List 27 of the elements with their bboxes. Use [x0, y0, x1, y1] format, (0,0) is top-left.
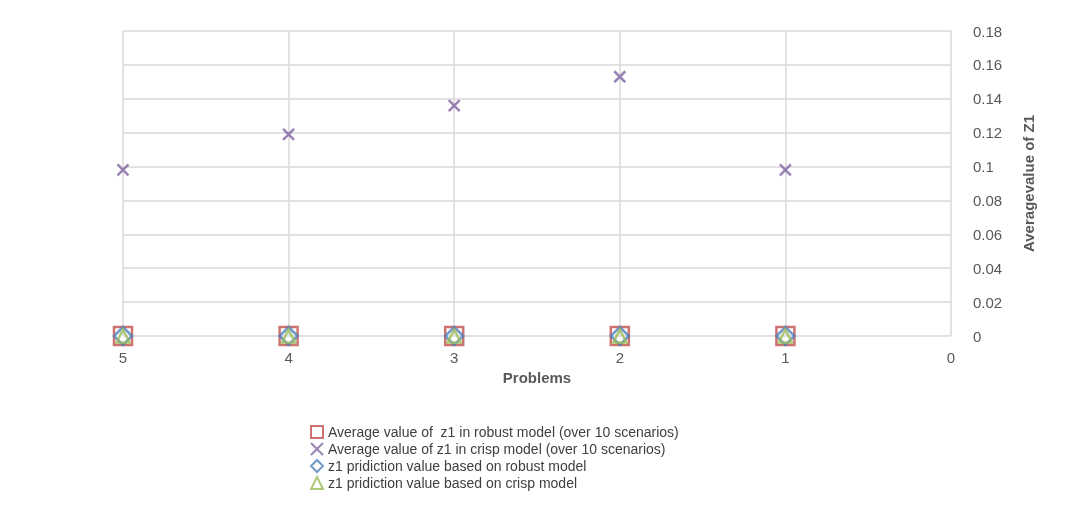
point — [116, 163, 130, 177]
y-tick-label: 0.14 — [973, 90, 1003, 108]
y-tick-label: 0.12 — [973, 124, 1003, 142]
point — [778, 163, 793, 177]
x-tick-label: 0 — [946, 349, 956, 366]
y-tick-label: 0.02 — [973, 293, 1003, 311]
legend-label: Average value of z1 in crisp model (over 10 scenarios) — [328, 441, 666, 457]
legend-label: z1 pridiction value based on crisp model — [328, 475, 578, 491]
y-tick-label: 0.16 — [973, 56, 1003, 74]
x-tick-label: 5 — [118, 349, 128, 366]
x-tick-label: 2 — [615, 349, 624, 366]
y-tick-label: 0.08 — [973, 191, 1003, 209]
x-axis-title: Problems — [502, 368, 572, 386]
point — [447, 98, 461, 113]
y-axis-title: Averagevalue of Z1 — [1020, 115, 1037, 252]
y-tick-label: 0.1 — [973, 158, 994, 176]
x-tick-label: 3 — [450, 349, 459, 366]
y-tick-label: 0.06 — [973, 225, 1003, 243]
x-tick-label: 4 — [284, 349, 293, 366]
point — [281, 127, 296, 142]
legend-label: Average value of z1 in robust model (over 10 scenarios) — [328, 424, 679, 440]
legend-label: z1 pridiction value based on robust model — [328, 458, 587, 474]
x-tick-label: 1 — [781, 349, 790, 366]
y-tick-label: 0 — [973, 327, 982, 345]
y-tick-label: 0.18 — [973, 22, 1003, 40]
y-tick-label: 0.04 — [973, 259, 1003, 277]
point — [613, 70, 627, 84]
